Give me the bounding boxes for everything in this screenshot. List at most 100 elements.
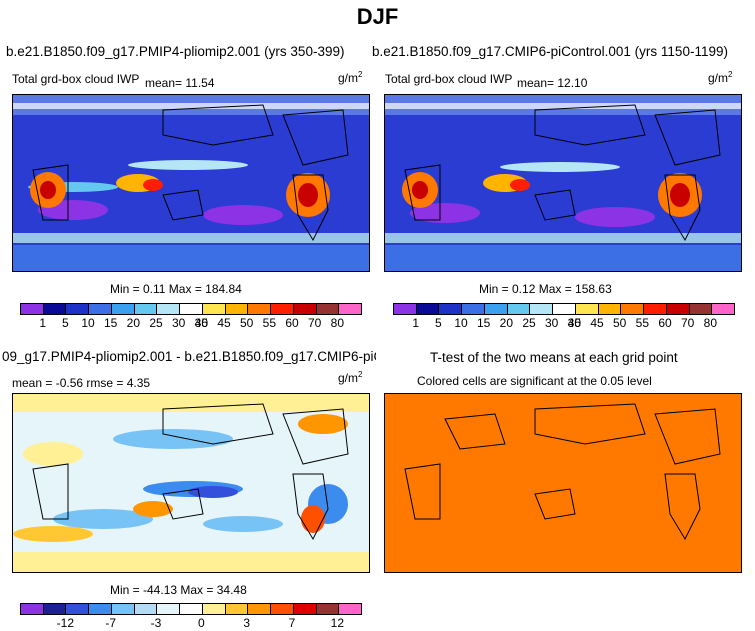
colorbar-tick-label: 5 (434, 316, 442, 330)
colorbar-tick-label: 1 (412, 316, 419, 330)
colorbar-tick-label: -12 (56, 616, 74, 630)
colorbar-tick-label: -3 (150, 616, 162, 630)
panel1-title: b.e21.B1850.f09_g17.PMIP4-pliomip2.001 (… (6, 44, 345, 59)
colorbar-tick-label: 7 (288, 616, 296, 630)
colorbar-swatch (134, 604, 158, 614)
colorbar-swatch (689, 304, 713, 314)
panel3-minmax: Min = -44.13 Max = 34.48 (110, 583, 247, 597)
colorbar-swatch (225, 604, 249, 614)
panel2-colorbar (393, 303, 735, 315)
panel4-subtitle: Colored cells are significant at the 0.0… (417, 374, 652, 388)
panel2-minmax: Min = 0.12 Max = 158.63 (479, 282, 612, 296)
panel2-title: b.e21.B1850.f09_g17.CMIP6-piControl.001 … (372, 44, 728, 59)
colorbar-swatch (180, 304, 203, 314)
colorbar-tick-label: 10 (454, 316, 468, 330)
colorbar-swatch (111, 304, 135, 314)
colorbar-tick-label: 20 (499, 316, 514, 330)
colorbar-tick-label: 80 (703, 316, 718, 330)
colorbar-swatch (293, 304, 317, 314)
colorbar-swatch (316, 604, 340, 614)
colorbar-tick-label: 1 (39, 316, 46, 330)
panel3-map-image (13, 394, 369, 572)
colorbar-swatch (575, 304, 599, 314)
colorbar-swatch (439, 304, 463, 314)
colorbar-tick-label: 25 (522, 316, 536, 330)
colorbar-tick-label: 45 (217, 316, 231, 330)
colorbar-swatch (416, 304, 440, 314)
colorbar-tick-label: 3 (243, 616, 250, 630)
colorbar-swatch (43, 304, 67, 314)
colorbar-swatch (157, 604, 181, 614)
colorbar-tick-label: 35 (567, 316, 582, 330)
colorbar-swatch (89, 604, 112, 614)
colorbar-swatch (271, 304, 294, 314)
panel4-title: T-test of the two means at each grid poi… (430, 350, 678, 365)
colorbar-swatch (157, 304, 181, 314)
panel2-mean: mean= 12.10 (517, 76, 588, 90)
colorbar-tick-label: 30 (171, 316, 186, 330)
colorbar-swatch (644, 304, 667, 314)
colorbar-swatch (394, 304, 417, 314)
colorbar-tick-label: 55 (262, 316, 277, 330)
panel1-mean: mean= 11.54 (145, 76, 215, 90)
colorbar-tick-label: 80 (330, 316, 345, 330)
colorbar-swatch (21, 304, 44, 314)
colorbar-swatch (316, 304, 340, 314)
colorbar-swatch (248, 604, 272, 614)
colorbar-tick-label: 12 (330, 616, 345, 630)
colorbar-swatch (553, 304, 576, 314)
colorbar-tick-label: 55 (635, 316, 650, 330)
panel3-stats: mean = -0.56 rmse = 4.35 (12, 376, 151, 390)
colorbar-tick-label: 15 (476, 316, 491, 330)
panel2-map-image (385, 95, 741, 271)
panel3-title: 09_g17.PMIP4-pliomip2.001 - b.e21.B1850.… (2, 349, 376, 364)
colorbar-tick-label: 70 (680, 316, 695, 330)
colorbar-swatch (21, 604, 44, 614)
colorbar-swatch (339, 304, 362, 314)
colorbar-tick-label: 50 (612, 316, 627, 330)
colorbar-swatch (89, 304, 112, 314)
colorbar-swatch (462, 304, 485, 314)
panel2-variable: Total grd-box cloud IWP (385, 72, 513, 86)
panel4-map (384, 393, 742, 573)
colorbar-tick-label: 10 (81, 316, 95, 330)
colorbar-swatch (202, 604, 226, 614)
colorbar-swatch (180, 604, 203, 614)
colorbar-swatch (293, 604, 317, 614)
colorbar-tick-label: 40 (567, 316, 582, 330)
colorbar-swatch (111, 604, 135, 614)
colorbar-swatch (598, 304, 622, 314)
colorbar-swatch (134, 304, 158, 314)
colorbar-tick-label: 70 (307, 316, 322, 330)
panel1-units: g/m2 (338, 70, 363, 85)
page-title: DJF (356, 4, 399, 29)
colorbar-swatch (66, 304, 90, 314)
panel2-units: g/m2 (708, 70, 733, 85)
panel1-minmax: Min = 0.11 Max = 184.84 (110, 282, 242, 296)
colorbar-swatch (621, 304, 645, 314)
panel4-map-image (385, 394, 741, 572)
colorbar-tick-label: 35 (194, 316, 209, 330)
colorbar-swatch (507, 304, 531, 314)
colorbar-swatch (530, 304, 554, 314)
colorbar-tick-label: 5 (61, 316, 69, 330)
colorbar-tick-label: 45 (590, 316, 604, 330)
colorbar-tick-label: -7 (105, 616, 116, 630)
colorbar-swatch (484, 304, 508, 314)
panel1-colorbar (20, 303, 362, 315)
colorbar-tick-label: 30 (544, 316, 559, 330)
colorbar-tick-label: 60 (285, 316, 299, 330)
colorbar-swatch (225, 304, 249, 314)
colorbar-tick-label: 20 (126, 316, 141, 330)
panel1-map-image (13, 95, 369, 271)
colorbar-swatch (66, 604, 90, 614)
colorbar-swatch (202, 304, 226, 314)
colorbar-swatch (271, 604, 294, 614)
colorbar-tick-label: 40 (194, 316, 209, 330)
panel3-colorbar (20, 603, 362, 615)
colorbar-swatch (43, 604, 67, 614)
colorbar-tick-label: 50 (239, 316, 254, 330)
panel3-units: g/m2 (338, 370, 363, 385)
colorbar-tick-label: 15 (103, 316, 118, 330)
colorbar-tick-label: 25 (149, 316, 163, 330)
